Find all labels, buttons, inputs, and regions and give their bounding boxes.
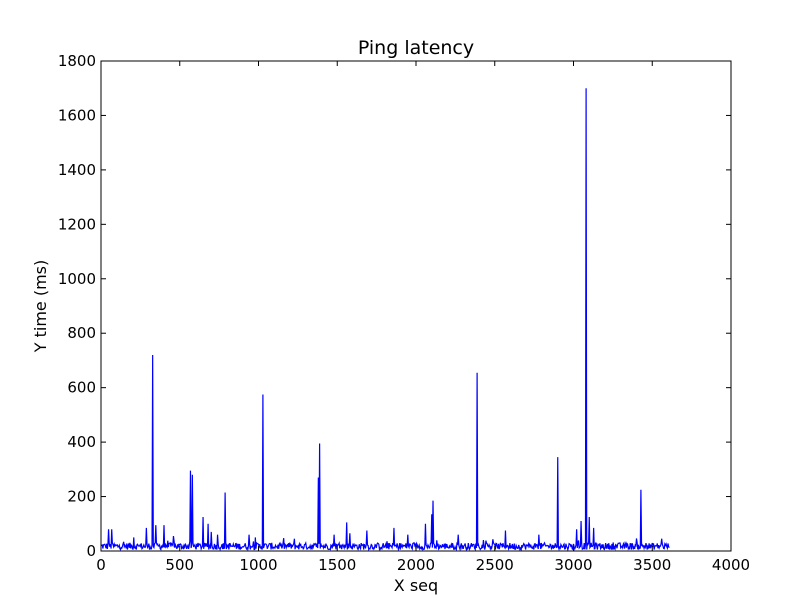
x-tick-label: 3000 — [554, 556, 592, 574]
y-tick-label: 1800 — [58, 52, 96, 70]
ticks-layer: 0 500 1000 1500 2000 2500 3000 3500 4000 0 200 400 6… — [58, 52, 750, 574]
y-tick-label: 400 — [67, 433, 96, 451]
x-tick-label: 1000 — [239, 556, 277, 574]
y-tick-label: 800 — [67, 324, 96, 342]
x-axis-title: X seq — [394, 576, 438, 595]
y-tick-label: 1200 — [58, 215, 96, 233]
y-tick-label: 1600 — [58, 106, 96, 124]
x-tick-label: 1500 — [318, 556, 356, 574]
y-axis-title: Y time (ms) — [31, 260, 50, 354]
chart-title: Ping latency — [358, 37, 474, 59]
x-tick-label: 3500 — [633, 556, 671, 574]
x-tick-label: 500 — [165, 556, 194, 574]
series-layer — [100, 88, 670, 552]
y-tick-label: 200 — [67, 488, 96, 506]
y-tick-label: 0 — [86, 542, 96, 560]
latency-series-line — [100, 88, 670, 552]
plot-area — [101, 61, 731, 551]
x-tick-label: 2000 — [397, 556, 435, 574]
y-tick-label: 1000 — [58, 270, 96, 288]
x-tick-label: 2500 — [476, 556, 514, 574]
plot-frame — [100, 60, 732, 552]
x-tick-label: 4000 — [712, 556, 750, 574]
y-tick-label: 1400 — [58, 161, 96, 179]
y-tick-label: 600 — [67, 379, 96, 397]
x-tick-label: 0 — [96, 556, 106, 574]
